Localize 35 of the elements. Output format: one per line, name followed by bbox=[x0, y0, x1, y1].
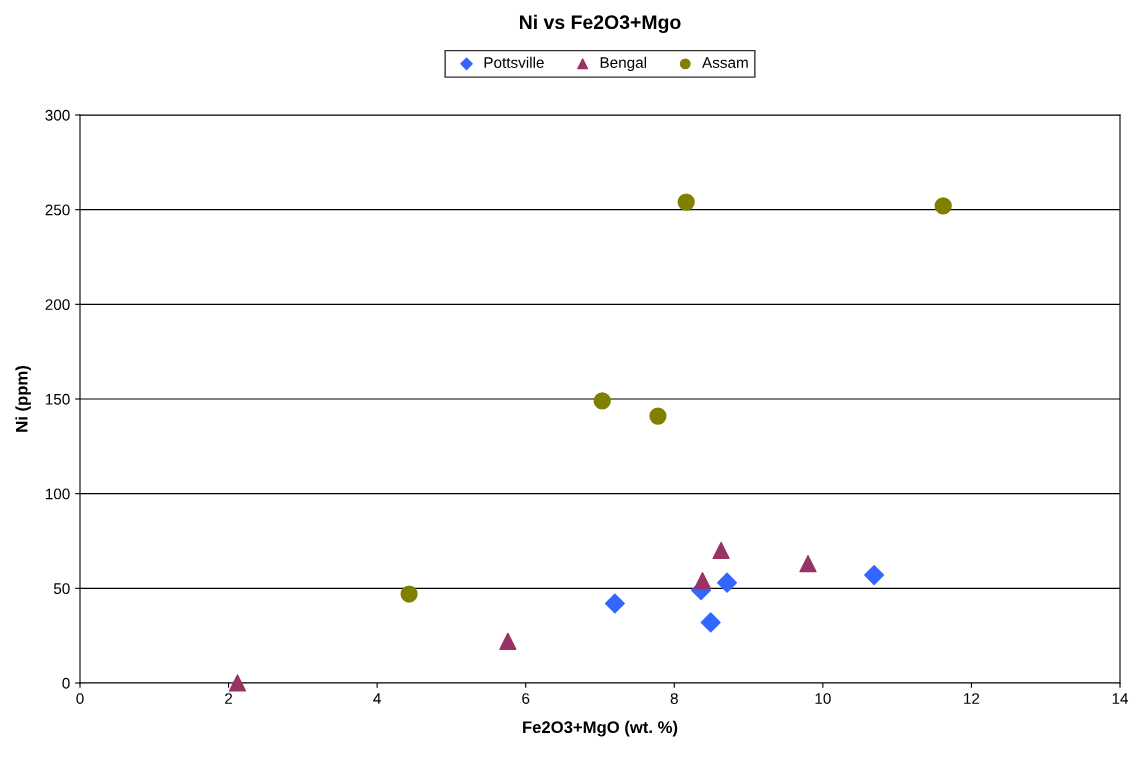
point bbox=[400, 585, 418, 603]
point bbox=[649, 407, 667, 425]
x-tick-label: 10 bbox=[815, 693, 831, 704]
y-axis-title: Ni (ppm) bbox=[15, 366, 31, 432]
point bbox=[700, 612, 721, 633]
x-tick-label: 0 bbox=[76, 693, 84, 704]
y-tick-label: 300 bbox=[45, 109, 70, 121]
x-axis-title: Fe2O3+MgO (wt. %) bbox=[523, 720, 678, 737]
point bbox=[717, 572, 738, 593]
y-tick-label: 50 bbox=[53, 583, 70, 595]
point bbox=[677, 193, 695, 211]
point bbox=[712, 541, 730, 560]
x-tick-label: 12 bbox=[964, 693, 980, 704]
y-tick-label: 0 bbox=[62, 677, 70, 689]
x-tick-label: 8 bbox=[670, 693, 678, 704]
legend-label: Assam bbox=[702, 57, 748, 68]
point bbox=[593, 392, 611, 410]
point bbox=[864, 565, 885, 586]
y-tick-label: 200 bbox=[45, 299, 70, 311]
legend-label: Bengal bbox=[600, 56, 647, 71]
x-tick-label: 6 bbox=[522, 693, 530, 704]
point bbox=[228, 674, 247, 692]
x-tick-label: 14 bbox=[1112, 693, 1129, 704]
point bbox=[934, 197, 952, 215]
x-tick-label: 2 bbox=[225, 693, 233, 704]
legend-label: Pottsville bbox=[484, 56, 544, 68]
y-tick-label: 100 bbox=[45, 488, 70, 500]
chart-title: Ni vs Fe2O3+Mgo bbox=[519, 14, 681, 34]
point bbox=[799, 555, 817, 573]
point bbox=[499, 632, 517, 650]
y-tick-label: 250 bbox=[45, 204, 70, 216]
point bbox=[693, 572, 712, 590]
y-tick-label: 150 bbox=[45, 393, 70, 405]
x-tick-label: 4 bbox=[373, 693, 381, 704]
point bbox=[604, 593, 625, 614]
